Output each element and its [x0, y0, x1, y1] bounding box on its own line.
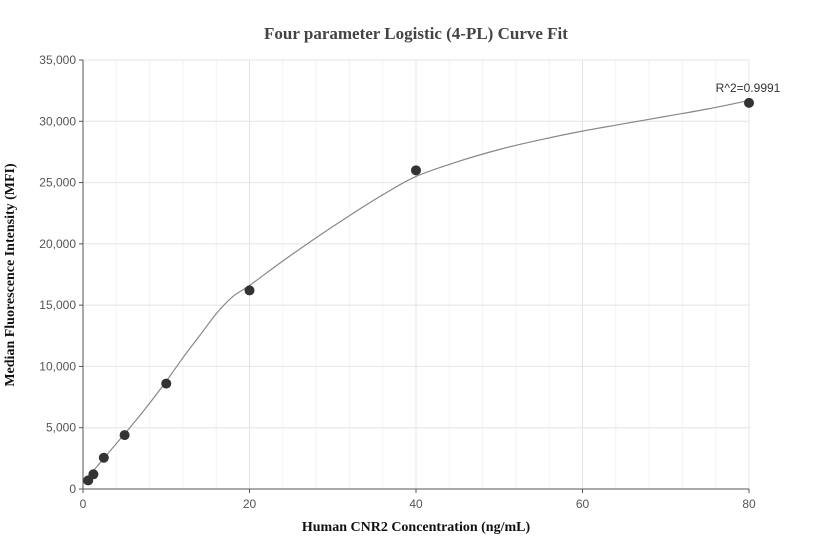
- y-tick-label: 35,000: [39, 53, 76, 67]
- grid: [83, 59, 750, 489]
- r-squared-annotation: R^2=0.9991: [716, 81, 781, 95]
- y-tick-label: 10,000: [39, 359, 76, 373]
- x-tick-label: 40: [409, 497, 423, 511]
- x-tick-label: 60: [576, 497, 590, 511]
- x-tick-label: 0: [80, 497, 87, 511]
- x-tick-label: 80: [742, 497, 756, 511]
- x-tick-label: 20: [243, 497, 257, 511]
- y-tick-label: 30,000: [39, 114, 76, 128]
- data-point: [244, 285, 255, 296]
- data-points: [83, 97, 754, 486]
- data-point: [411, 165, 421, 176]
- x-axis-title: Human CNR2 Concentration (ng/mL): [302, 520, 531, 535]
- y-tick-label: 20,000: [39, 237, 76, 251]
- chart-title: Four parameter Logistic (4-PL) Curve Fit: [264, 24, 568, 43]
- data-point: [119, 430, 130, 441]
- y-tick-label: 0: [69, 482, 76, 496]
- axes: [79, 59, 750, 493]
- y-tick-label: 5,000: [46, 421, 76, 435]
- data-point: [98, 452, 109, 463]
- data-point: [161, 378, 172, 389]
- y-tick-label: 25,000: [39, 176, 76, 190]
- y-tick-label: 15,000: [39, 298, 76, 312]
- y-axis-title: Median Fluorescence Intensity (MFI): [3, 163, 18, 387]
- tick-labels: 0 5,000 10,000 15,000 20,000 25,000 30,000 35,0…: [39, 53, 756, 511]
- data-point: [744, 97, 754, 108]
- data-point: [88, 469, 99, 480]
